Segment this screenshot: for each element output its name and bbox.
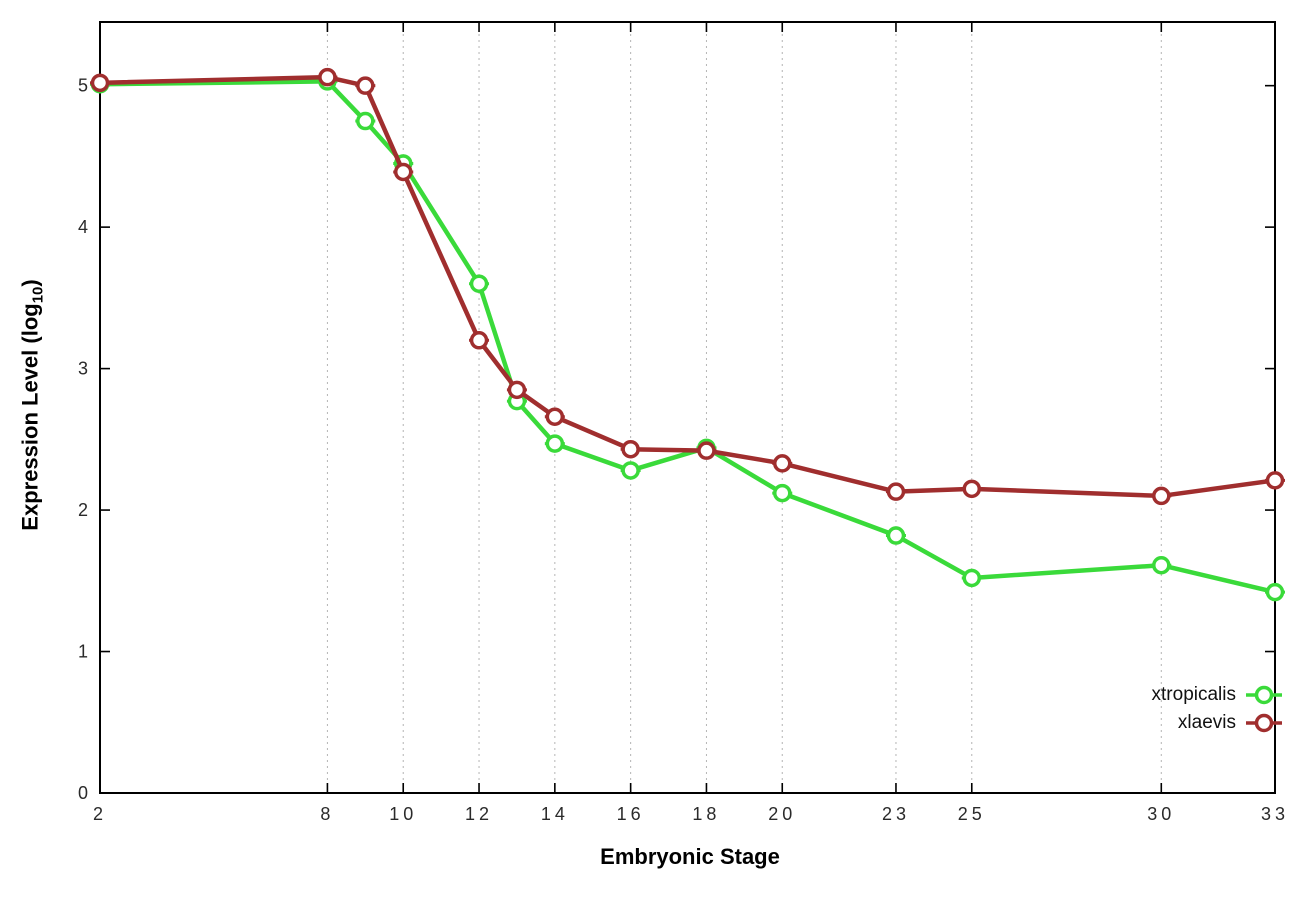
x-tick-label: 18	[692, 804, 720, 824]
data-point-xlaevis	[393, 162, 413, 182]
x-tick-label: 14	[541, 804, 569, 824]
axis-ticks	[99, 22, 1276, 794]
x-tick-label: 12	[465, 804, 493, 824]
data-point-xtropicalis	[469, 274, 489, 293]
x-tick-label: 20	[768, 804, 796, 824]
series-xtropicalis	[90, 72, 1285, 602]
y-axis-title-subscript: 10	[29, 286, 47, 304]
y-tick-label: 0	[78, 783, 88, 803]
legend-label-xtropicalis: xtropicalis	[1151, 684, 1236, 705]
x-tick-label: 33	[1261, 804, 1289, 824]
x-axis-title: Embryonic Stage	[600, 844, 780, 869]
data-point-xtropicalis	[545, 434, 565, 453]
plot-border	[99, 21, 1276, 794]
series-xlaevis	[90, 67, 1285, 506]
data-point-xtropicalis	[621, 461, 640, 480]
legend-label-xlaevis: xlaevis	[1177, 712, 1236, 733]
y-axis-title: Expression Level (log10)	[17, 279, 46, 530]
x-tick-label: 23	[882, 804, 910, 824]
x-tick-label: 10	[389, 804, 417, 824]
data-point-xlaevis	[469, 331, 489, 350]
legend-item-xtropicalis: xtropicalis	[1152, 684, 1284, 706]
data-point-xlaevis	[886, 482, 906, 501]
y-tick-label: 2	[78, 500, 88, 520]
series-line-xtropicalis	[97, 79, 1278, 595]
legend-marker-xlaevis	[1246, 713, 1282, 733]
data-point-xlaevis	[962, 479, 982, 499]
data-point-xlaevis	[1152, 486, 1171, 506]
x-tick-label: 30	[1147, 804, 1175, 824]
data-point-xlaevis	[697, 441, 716, 460]
data-point-xlaevis	[1265, 471, 1285, 490]
data-point-xlaevis	[545, 407, 565, 426]
y-tick-label: 4	[78, 217, 88, 237]
x-tick-label: 25	[958, 804, 986, 824]
y-axis-title-text: Expression Level (log	[17, 303, 43, 531]
y-tick-label: 1	[78, 642, 88, 662]
data-point-xtropicalis	[773, 483, 792, 503]
data-point-xlaevis	[621, 439, 640, 459]
data-point-xtropicalis	[886, 526, 906, 545]
y-tick-label: 3	[78, 359, 88, 379]
data-point-xtropicalis	[1152, 555, 1171, 575]
data-point-xtropicalis	[1265, 582, 1285, 602]
legend-sample-circle	[1254, 685, 1274, 705]
gridlines	[99, 22, 1276, 793]
legend: xtropicalis xlaevis	[1152, 684, 1284, 734]
x-tick-label: 8	[320, 804, 334, 824]
data-point-xlaevis	[356, 76, 375, 95]
data-point-xlaevis	[90, 73, 110, 93]
data-point-xtropicalis	[962, 568, 982, 588]
legend-sample-circle	[1254, 713, 1274, 733]
data-point-xlaevis	[773, 454, 792, 473]
y-tick-label: 5	[78, 76, 88, 96]
legend-marker-xtropicalis	[1246, 685, 1282, 705]
data-point-xlaevis	[507, 380, 527, 400]
legend-item-xlaevis: xlaevis	[1178, 712, 1284, 734]
data-point-xlaevis	[318, 67, 337, 87]
series-line-xlaevis	[97, 74, 1278, 499]
y-axis-title-close: )	[17, 279, 43, 287]
x-tick-label: 2	[93, 804, 107, 824]
x-tick-label: 16	[617, 804, 645, 824]
data-point-xtropicalis	[356, 111, 375, 131]
